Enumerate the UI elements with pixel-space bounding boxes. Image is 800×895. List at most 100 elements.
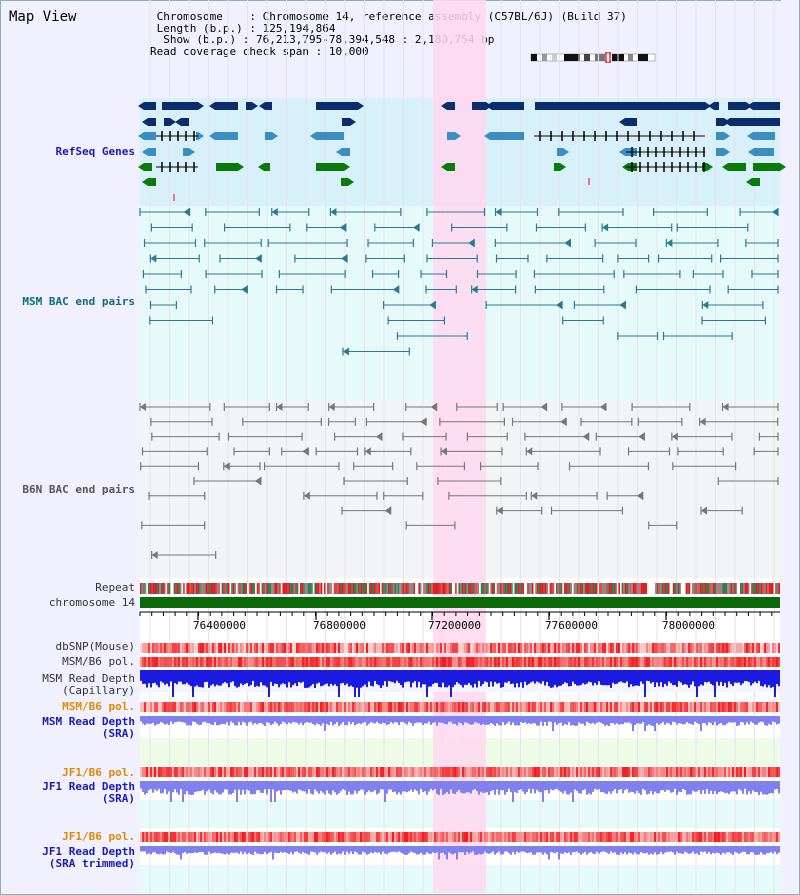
polymorphism-bin xyxy=(144,702,146,712)
polymorphism-bin xyxy=(716,767,718,777)
repeat-element xyxy=(400,583,403,594)
read-depth-bin xyxy=(718,716,720,725)
polymorphism-bin xyxy=(546,702,548,712)
polymorphism-bin xyxy=(554,702,556,712)
read-depth-bin xyxy=(340,781,342,792)
axis-tick-label: 77200000 xyxy=(428,619,481,632)
polymorphism-bin xyxy=(298,767,300,777)
polymorphism-bin xyxy=(678,643,680,653)
polymorphism-bin xyxy=(376,767,378,777)
polymorphism-bin xyxy=(570,657,572,667)
repeat-element xyxy=(501,583,504,594)
polymorphism-bin xyxy=(614,832,616,842)
polymorphism-bin xyxy=(458,702,460,712)
read-depth-bin xyxy=(292,716,294,722)
read-depth-bin xyxy=(468,716,470,724)
polymorphism-bin xyxy=(312,832,314,842)
read-depth-bin xyxy=(406,716,408,725)
read-depth-bin xyxy=(194,846,196,853)
polymorphism-bin xyxy=(636,767,638,777)
polymorphism-bin xyxy=(654,702,656,712)
polymorphism-bin xyxy=(512,657,514,667)
read-depth-bin xyxy=(164,846,166,855)
polymorphism-bin xyxy=(670,767,672,777)
polymorphism-bin xyxy=(358,767,360,777)
repeat-element xyxy=(408,583,411,594)
read-depth-bin xyxy=(290,670,292,688)
polymorphism-bin xyxy=(348,643,350,653)
read-depth-bin xyxy=(498,846,500,852)
read-depth-bin xyxy=(486,781,488,793)
polymorphism-bin xyxy=(662,767,664,777)
read-depth-bin xyxy=(352,846,354,855)
b6n-bac-pair-arrow xyxy=(526,447,533,456)
read-depth-bin xyxy=(498,781,500,795)
polymorphism-bin xyxy=(186,702,188,712)
polymorphism-bin xyxy=(648,702,650,712)
read-depth-bin xyxy=(592,846,594,854)
read-depth-bin xyxy=(280,716,282,725)
gene-strand-arrow xyxy=(455,132,461,140)
polymorphism-bin xyxy=(328,832,330,842)
polymorphism-bin xyxy=(512,702,514,712)
chromosome-ideogram[interactable] xyxy=(530,52,656,63)
read-depth-bin xyxy=(602,716,604,724)
read-depth-bin xyxy=(732,846,734,855)
repeat-element xyxy=(618,583,620,594)
repeat-element xyxy=(170,583,172,594)
polymorphism-bin xyxy=(742,767,744,777)
read-depth-bin xyxy=(294,670,296,684)
polymorphism-bin xyxy=(258,832,260,842)
polymorphism-bin xyxy=(720,643,722,653)
repeat-element xyxy=(463,583,465,594)
read-depth-bin xyxy=(652,670,654,682)
polymorphism-bin xyxy=(310,702,312,712)
read-depth-bin xyxy=(766,670,768,688)
read-depth-bin xyxy=(432,670,434,685)
repeat-element xyxy=(671,583,673,594)
read-depth-bin xyxy=(692,716,694,725)
polymorphism-bin xyxy=(224,657,226,667)
read-depth-bin xyxy=(332,716,334,726)
repeat-element xyxy=(338,583,340,594)
polymorphism-bin xyxy=(290,643,292,653)
polymorphism-bin xyxy=(664,832,666,842)
read-depth-bin xyxy=(210,846,212,854)
polymorphism-bin xyxy=(274,657,276,667)
read-depth-bin xyxy=(284,716,286,723)
polymorphism-bin xyxy=(172,657,174,667)
polymorphism-bin xyxy=(562,702,564,712)
polymorphism-bin xyxy=(452,832,454,842)
polymorphism-bin xyxy=(196,702,198,712)
read-depth-bin xyxy=(414,781,416,790)
polymorphism-bin xyxy=(454,767,456,777)
read-depth-bin xyxy=(354,781,356,791)
read-depth-bin xyxy=(466,846,468,852)
polymorphism-bin xyxy=(562,643,564,653)
read-depth-bin xyxy=(236,846,238,853)
read-depth-bin xyxy=(396,781,398,795)
polymorphism-bin xyxy=(412,767,414,777)
polymorphism-bin xyxy=(474,832,476,842)
polymorphism-bin xyxy=(666,832,668,842)
read-depth-bin xyxy=(594,781,596,789)
polymorphism-bin xyxy=(616,702,618,712)
repeat-element xyxy=(264,583,267,594)
polymorphism-bin xyxy=(226,643,228,653)
read-depth-bin xyxy=(222,670,224,684)
read-depth-bin xyxy=(462,670,464,688)
refseq-gene xyxy=(728,102,746,110)
ideogram-current-region[interactable] xyxy=(605,52,611,63)
repeat-element xyxy=(727,583,729,594)
read-depth-bin xyxy=(360,716,362,725)
polymorphism-bin xyxy=(750,702,752,712)
polymorphism-bin xyxy=(314,832,316,842)
polymorphism-bin xyxy=(702,767,704,777)
polymorphism-bin xyxy=(342,657,344,667)
polymorphism-bin xyxy=(518,767,520,777)
polymorphism-bin xyxy=(426,767,428,777)
read-depth-bin xyxy=(760,716,762,722)
polymorphism-bin xyxy=(320,657,322,667)
gene-strand-arrow xyxy=(272,132,278,140)
